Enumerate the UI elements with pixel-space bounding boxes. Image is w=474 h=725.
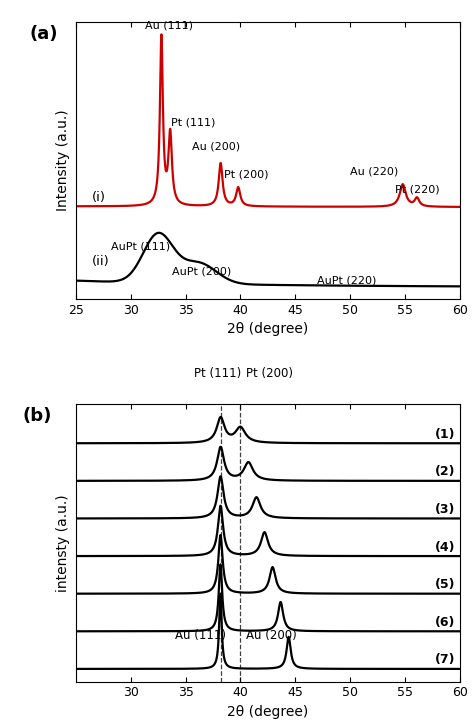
Text: (4): (4) bbox=[435, 541, 456, 554]
Text: Pt (200): Pt (200) bbox=[246, 368, 293, 380]
Text: Au (111): Au (111) bbox=[174, 629, 226, 642]
X-axis label: 2θ (degree): 2θ (degree) bbox=[227, 705, 309, 719]
Text: AuPt (200): AuPt (200) bbox=[173, 266, 232, 276]
Text: (7): (7) bbox=[435, 653, 456, 666]
Text: (a): (a) bbox=[30, 25, 58, 43]
X-axis label: 2θ (degree): 2θ (degree) bbox=[227, 323, 309, 336]
Text: (5): (5) bbox=[435, 579, 456, 592]
Text: Pt (220): Pt (220) bbox=[395, 185, 440, 195]
Text: Pt (200): Pt (200) bbox=[224, 170, 268, 180]
Text: Au (111): Au (111) bbox=[145, 20, 193, 30]
Y-axis label: Intensity (a.u.): Intensity (a.u.) bbox=[56, 109, 70, 211]
Y-axis label: intensty (a.u.): intensty (a.u.) bbox=[56, 494, 70, 592]
Text: Au (200): Au (200) bbox=[192, 141, 240, 152]
Text: (3): (3) bbox=[435, 503, 456, 516]
Text: Pt (111): Pt (111) bbox=[194, 368, 242, 380]
Text: (6): (6) bbox=[435, 616, 456, 629]
Text: (b): (b) bbox=[22, 407, 52, 425]
Text: AuPt (220): AuPt (220) bbox=[317, 276, 376, 286]
Text: (1): (1) bbox=[435, 428, 456, 441]
Text: Au (220): Au (220) bbox=[350, 166, 398, 176]
Text: (i): (i) bbox=[92, 191, 106, 204]
Text: Pt (111): Pt (111) bbox=[171, 117, 216, 128]
Text: (2): (2) bbox=[435, 465, 456, 478]
Text: AuPt (111): AuPt (111) bbox=[111, 241, 170, 252]
Text: Au (200): Au (200) bbox=[246, 629, 297, 642]
Text: (ii): (ii) bbox=[92, 254, 110, 268]
